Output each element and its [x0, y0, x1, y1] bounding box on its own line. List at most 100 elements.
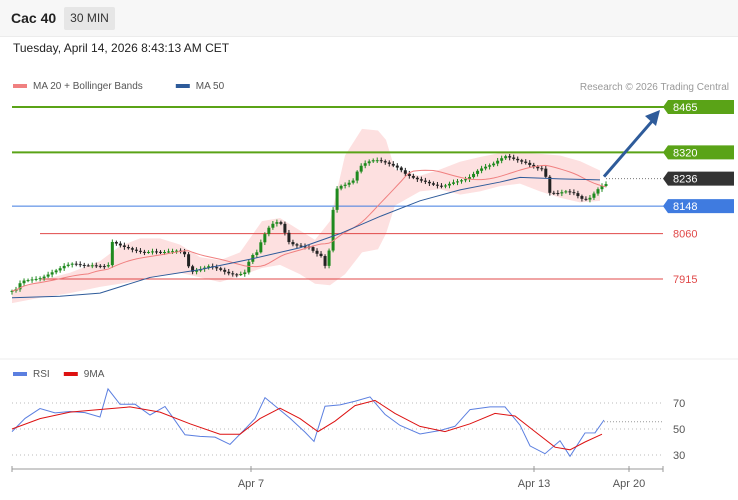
candle-body [94, 265, 98, 267]
candle-body [118, 243, 122, 246]
candle-body [26, 280, 30, 282]
candle-body [351, 180, 355, 183]
rsi-legend: RSI 9MA [13, 369, 105, 380]
candle-body [299, 245, 303, 247]
level-tags: 8465 8320 8148 8060 7915 8236 [663, 100, 734, 286]
candle-body [496, 160, 500, 164]
candle-body [383, 161, 387, 163]
candle-body [275, 222, 279, 224]
candle-body [327, 250, 331, 266]
candle-body [223, 269, 227, 272]
candle-body [263, 234, 267, 243]
level-tag-8148 [663, 199, 734, 214]
candle-body [403, 170, 407, 174]
legend-label: 9MA [84, 369, 105, 380]
candle-body [592, 193, 596, 198]
candle-body [347, 182, 351, 185]
candle-body [492, 163, 496, 166]
candle-body [439, 185, 443, 187]
candle-body [544, 168, 548, 177]
candle-body [532, 164, 536, 167]
candle-body [134, 249, 138, 251]
candle-body [279, 222, 283, 224]
candle-body [464, 179, 468, 181]
candle-body [371, 160, 375, 162]
candle-body [154, 251, 158, 253]
candle-body [171, 251, 175, 253]
candle-body [431, 183, 435, 185]
candle-body [572, 192, 576, 194]
candle-body [391, 163, 395, 166]
candle-body [512, 157, 516, 159]
candle-body [508, 156, 512, 158]
moving-averages [11, 110, 660, 299]
candle-body [580, 196, 584, 199]
legend-swatch [63, 372, 78, 376]
price-legend: MA 20 + Bollinger Bands MA 50 [13, 81, 225, 92]
ma20-line [11, 164, 607, 292]
candle-body [568, 191, 572, 193]
candle-body [74, 263, 78, 265]
candle-body [50, 272, 54, 275]
candle-body [504, 156, 508, 159]
level-label-8060: 8060 [673, 229, 697, 241]
legend-label: RSI [33, 369, 50, 380]
candle-body [138, 250, 142, 252]
candle-body [34, 278, 38, 280]
candle-body [106, 265, 110, 267]
candle-body [484, 166, 488, 169]
candles [10, 153, 608, 295]
candle-body [500, 158, 504, 161]
candle-body [331, 209, 335, 251]
candle-body [62, 265, 66, 269]
candle-body [70, 263, 74, 265]
candle-body [215, 267, 219, 269]
last-price-label: 8236 [673, 174, 697, 186]
legend-label: MA 50 [196, 81, 225, 92]
candle-body [110, 241, 114, 266]
candle-body [443, 185, 447, 187]
candle-body [552, 192, 556, 194]
legend-swatch [13, 372, 27, 376]
candle-body [183, 251, 187, 255]
candle-body [564, 191, 568, 193]
candle-body [102, 266, 106, 268]
candle-body [283, 223, 287, 233]
key-levels [12, 106, 734, 280]
candle-body [343, 184, 347, 186]
candle-body [142, 251, 146, 253]
candle-body [78, 264, 82, 266]
ma50-line [11, 176, 601, 299]
instrument-title: Cac 40 [11, 10, 57, 26]
candle-body [576, 193, 580, 197]
x-tick-label: Apr 20 [613, 478, 645, 490]
candle-body [387, 162, 391, 164]
candle-body [456, 181, 459, 183]
candle-body [227, 271, 231, 274]
candle-body [355, 171, 359, 181]
candle-body [556, 193, 560, 195]
candle-body [460, 180, 464, 182]
candle-body [239, 274, 243, 276]
timeframe-button[interactable]: 30 MIN [64, 7, 115, 30]
candle-body [427, 181, 431, 184]
candle-body [163, 252, 167, 254]
candle-body [596, 189, 600, 194]
candle-body [319, 253, 323, 257]
candle-body [339, 185, 343, 189]
candle-body [90, 265, 94, 267]
candle-body [191, 266, 195, 272]
candle-body [86, 265, 90, 267]
candle-body [82, 264, 86, 266]
candle-body [560, 192, 564, 194]
x-tick-label: Apr 7 [238, 478, 264, 490]
candle-body [548, 176, 552, 193]
candle-body [395, 165, 399, 168]
forecast-arrow-shaft [602, 118, 656, 178]
candle-body [38, 278, 42, 280]
candle-body [520, 160, 524, 162]
candle-body [18, 283, 22, 290]
candle-body [150, 251, 154, 253]
candle-body [235, 274, 239, 276]
candle-body [54, 270, 58, 273]
